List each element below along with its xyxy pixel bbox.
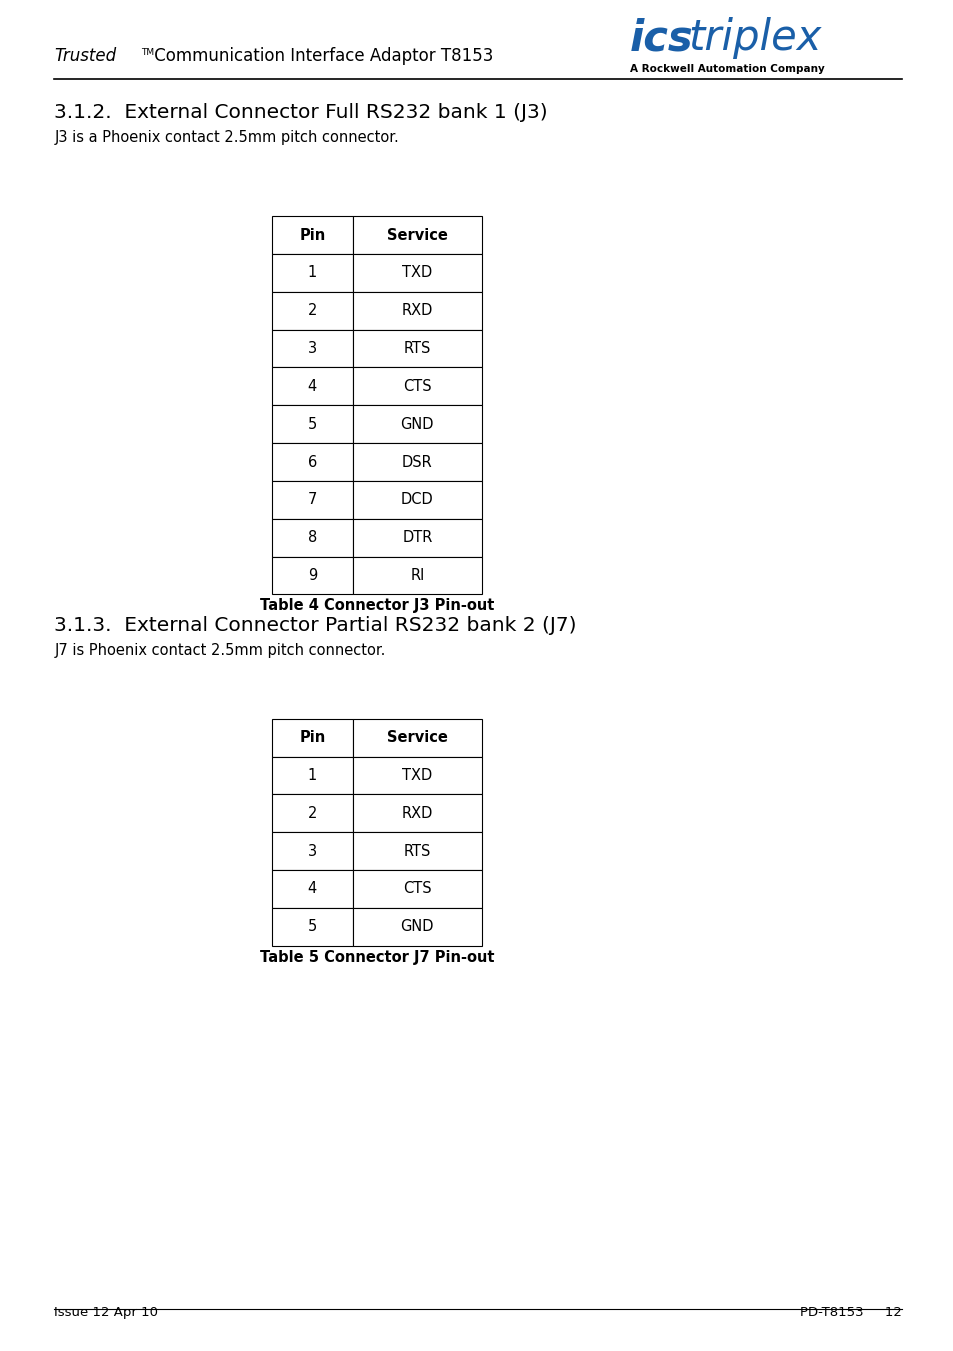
Bar (272, 330, 353, 367)
Bar (353, 870, 481, 908)
Bar (272, 481, 353, 519)
Text: A Rockwell Automation Company: A Rockwell Automation Company (629, 65, 823, 74)
Bar (353, 481, 481, 519)
Bar (353, 757, 481, 794)
Text: triplex: triplex (688, 18, 821, 59)
Text: 1: 1 (308, 265, 316, 281)
Bar (353, 794, 481, 832)
Text: RTS: RTS (403, 843, 431, 859)
Bar (272, 832, 353, 870)
Text: RTS: RTS (403, 340, 431, 357)
Text: PD-T8153     12: PD-T8153 12 (799, 1305, 901, 1319)
Bar (272, 794, 353, 832)
Text: 4: 4 (308, 881, 316, 897)
Bar (353, 443, 481, 481)
Bar (272, 405, 353, 443)
Bar (272, 870, 353, 908)
Text: 1: 1 (308, 767, 316, 784)
Bar (272, 519, 353, 557)
Text: 5: 5 (308, 919, 316, 935)
Text: 3.1.2.  External Connector Full RS232 bank 1 (J3): 3.1.2. External Connector Full RS232 ban… (54, 103, 547, 122)
Text: 7: 7 (308, 492, 316, 508)
Bar (272, 254, 353, 292)
Bar (272, 443, 353, 481)
Bar (353, 405, 481, 443)
Text: TXD: TXD (402, 265, 432, 281)
Bar (353, 330, 481, 367)
Text: RXD: RXD (401, 303, 433, 319)
Text: J7 is Phoenix contact 2.5mm pitch connector.: J7 is Phoenix contact 2.5mm pitch connec… (54, 643, 385, 658)
Text: Service: Service (387, 227, 447, 243)
Bar (353, 254, 481, 292)
Text: ics: ics (629, 18, 693, 59)
Bar (272, 757, 353, 794)
Text: 3: 3 (308, 843, 316, 859)
Bar (272, 719, 353, 757)
Text: 5: 5 (308, 416, 316, 432)
Text: Service: Service (387, 730, 447, 746)
Bar (353, 832, 481, 870)
Text: DTR: DTR (402, 530, 432, 546)
Text: GND: GND (400, 416, 434, 432)
Text: 4: 4 (308, 378, 316, 394)
Text: Table 5 Connector J7 Pin-out: Table 5 Connector J7 Pin-out (259, 950, 494, 965)
Text: 8: 8 (308, 530, 316, 546)
Text: J3 is a Phoenix contact 2.5mm pitch connector.: J3 is a Phoenix contact 2.5mm pitch conn… (54, 130, 398, 145)
Text: DCD: DCD (400, 492, 434, 508)
Text: TM: TM (141, 47, 154, 57)
Bar (272, 908, 353, 946)
Text: DSR: DSR (401, 454, 433, 470)
Text: 9: 9 (308, 567, 316, 584)
Bar (353, 216, 481, 254)
Text: RI: RI (410, 567, 424, 584)
Text: RXD: RXD (401, 805, 433, 821)
Bar (353, 292, 481, 330)
Bar (272, 292, 353, 330)
Bar (353, 908, 481, 946)
Text: Issue 12 Apr 10: Issue 12 Apr 10 (54, 1305, 158, 1319)
Text: Pin: Pin (299, 730, 325, 746)
Text: Table 4 Connector J3 Pin-out: Table 4 Connector J3 Pin-out (259, 598, 494, 613)
Text: GND: GND (400, 919, 434, 935)
Text: CTS: CTS (402, 378, 432, 394)
Text: Communication Interface Adaptor T8153: Communication Interface Adaptor T8153 (149, 47, 493, 65)
Bar (353, 519, 481, 557)
Text: TXD: TXD (402, 767, 432, 784)
Bar (353, 367, 481, 405)
Bar (272, 216, 353, 254)
Bar (272, 367, 353, 405)
Text: 6: 6 (308, 454, 316, 470)
Text: 2: 2 (308, 805, 316, 821)
Bar (353, 719, 481, 757)
Bar (353, 557, 481, 594)
Text: 3: 3 (308, 340, 316, 357)
Bar (272, 557, 353, 594)
Text: Pin: Pin (299, 227, 325, 243)
Text: Trusted: Trusted (54, 47, 116, 65)
Text: 3.1.3.  External Connector Partial RS232 bank 2 (J7): 3.1.3. External Connector Partial RS232 … (54, 616, 577, 635)
Text: CTS: CTS (402, 881, 432, 897)
Text: 2: 2 (308, 303, 316, 319)
